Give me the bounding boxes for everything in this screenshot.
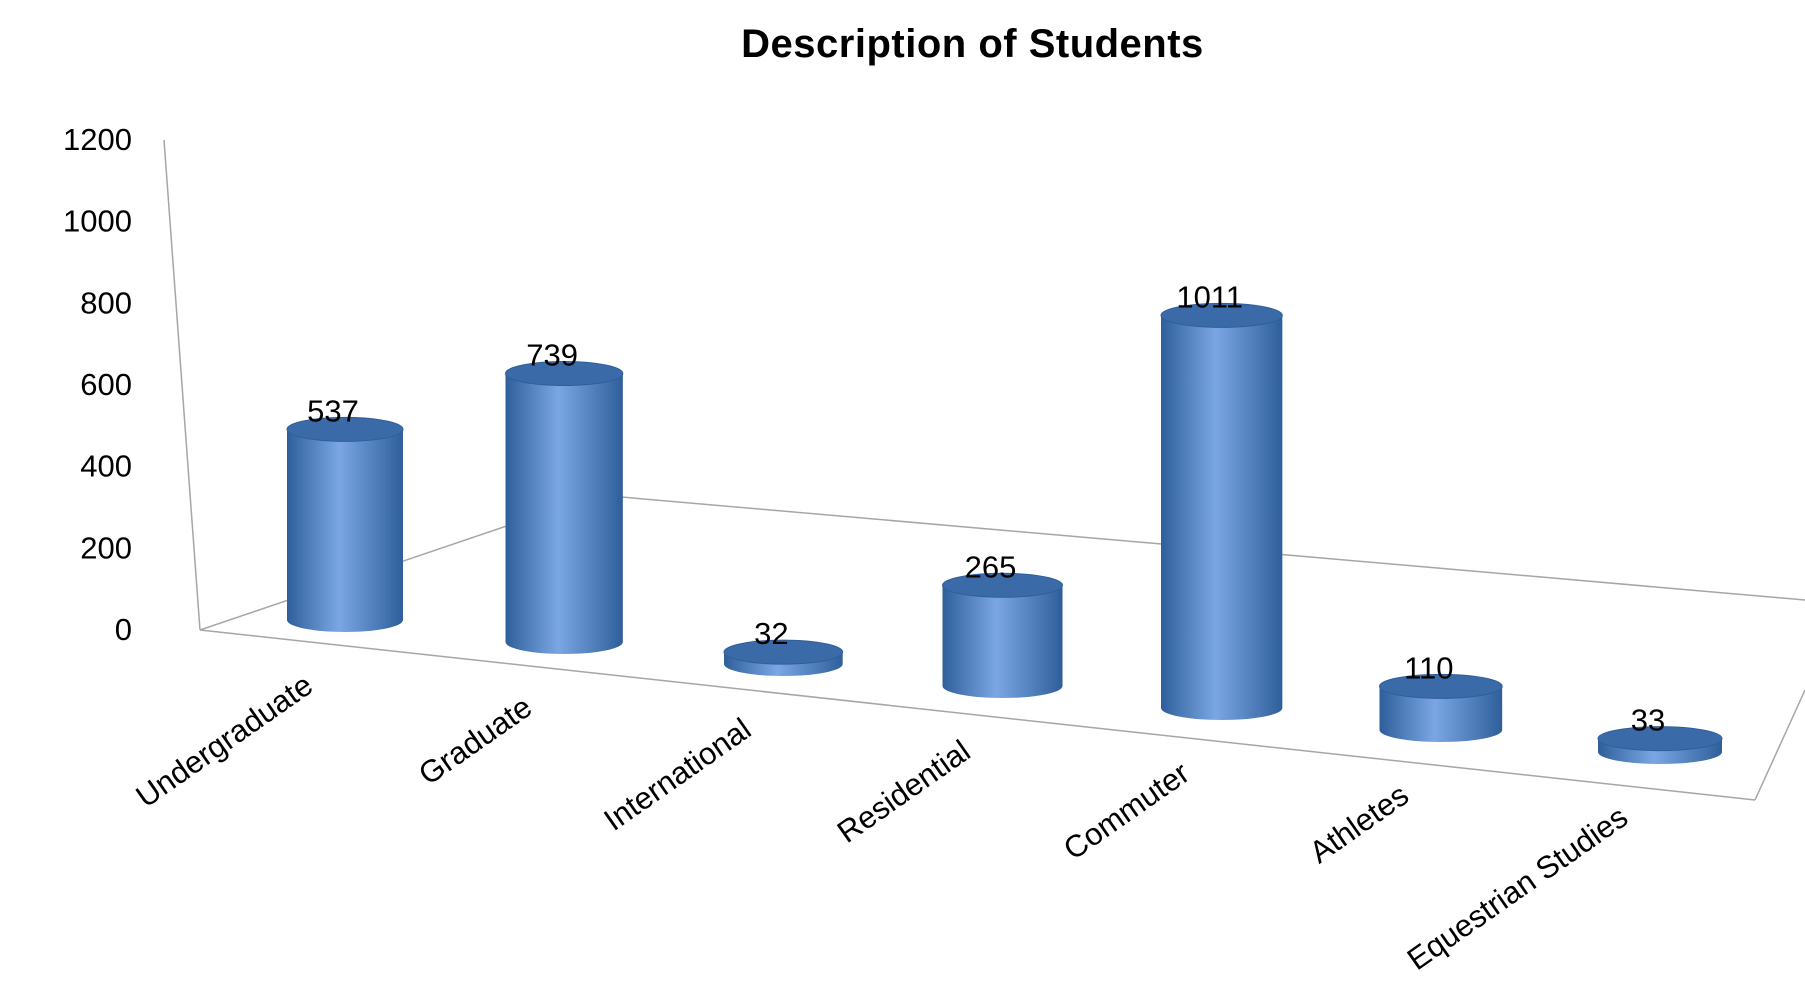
axes [163, 139, 1805, 801]
data-label: 265 [965, 549, 1017, 584]
category-label: International [598, 711, 758, 838]
bar-body [1161, 315, 1283, 720]
bar [286, 416, 404, 632]
bar-body [942, 585, 1063, 698]
data-labels: 537 739 32 265 1011 110 33 [307, 279, 1665, 737]
category-label: Residential [831, 733, 977, 850]
category-label: Equestrian Studies [1401, 799, 1634, 977]
bar-top [723, 639, 844, 665]
y-axis-ticks: 0 200 400 600 800 1000 1200 [63, 122, 132, 647]
data-label: 1011 [1176, 279, 1243, 314]
bar [1160, 302, 1283, 720]
bar-top [1379, 673, 1503, 699]
y-tick-label: 600 [80, 367, 132, 402]
y-tick-label: 1200 [63, 122, 132, 157]
category-label: Commuter [1057, 755, 1196, 867]
bar-top [505, 360, 624, 386]
bar-top [1597, 726, 1723, 752]
y-tick-label: 200 [80, 530, 132, 565]
bar-body [1379, 686, 1503, 742]
bar [723, 639, 844, 676]
category-label: Graduate [412, 689, 538, 792]
bar-top [1160, 302, 1283, 328]
bar [942, 572, 1063, 698]
data-label: 739 [526, 337, 578, 372]
bar [505, 360, 624, 654]
chart-title: Description of Students [741, 22, 1204, 66]
y-tick-label: 0 [115, 612, 132, 647]
y-tick-label: 400 [80, 449, 132, 484]
bars [286, 302, 1723, 764]
bar [1379, 673, 1503, 742]
bar-body [505, 373, 623, 654]
y-tick-label: 1000 [63, 204, 132, 239]
floor-front-edge [199, 629, 1756, 801]
bar-body [287, 429, 403, 632]
category-label: Undergraduate [130, 667, 319, 814]
y-axis-line [163, 139, 201, 631]
bar [1597, 726, 1723, 764]
data-label: 110 [1404, 650, 1453, 685]
bar-top [286, 416, 404, 442]
data-label: 33 [1631, 703, 1665, 738]
data-label: 32 [754, 616, 788, 651]
category-label: Athletes [1303, 777, 1415, 870]
bar-top [942, 572, 1063, 598]
floor-right-edge [1754, 689, 1805, 801]
data-label: 537 [307, 393, 359, 428]
y-tick-label: 800 [80, 285, 132, 320]
